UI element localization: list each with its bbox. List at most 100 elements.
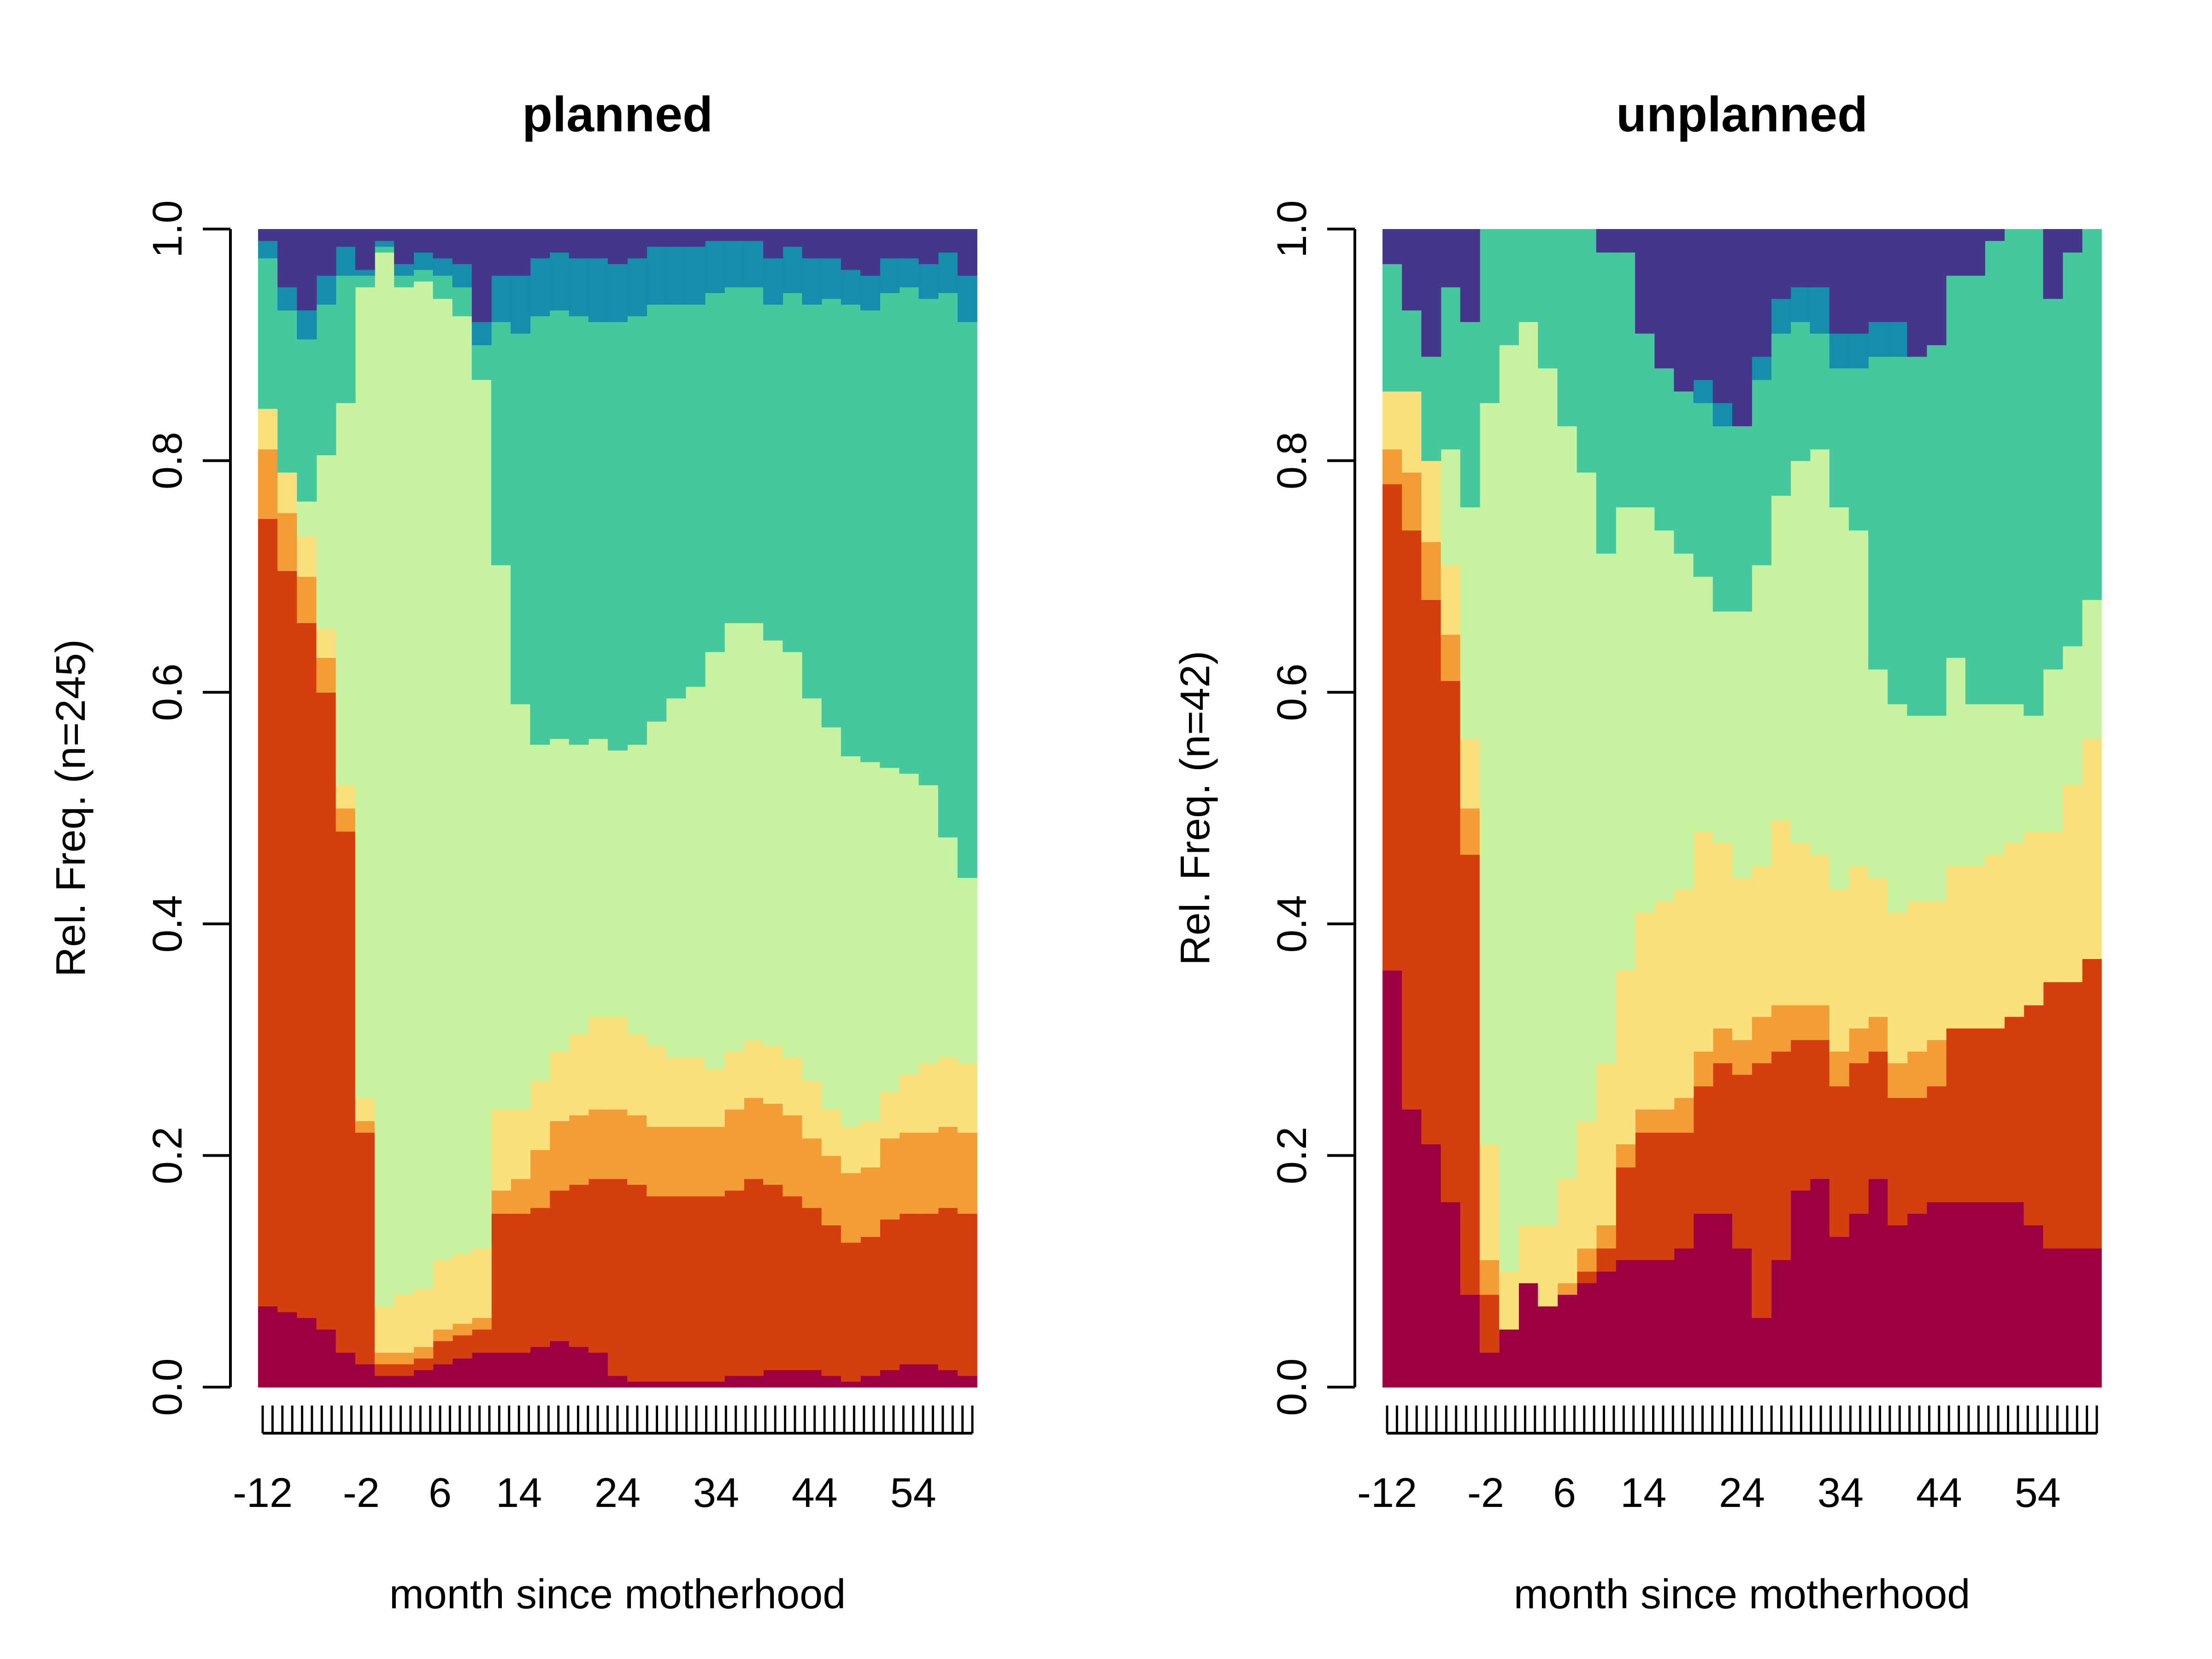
- bar-segment: [258, 1306, 278, 1388]
- bar-segment: [918, 229, 939, 235]
- bar-segment: [938, 293, 958, 838]
- bar-segment: [1946, 229, 1966, 276]
- bar-segment: [2082, 1248, 2102, 1388]
- bar-segment: [821, 1155, 841, 1225]
- bar-segment: [1732, 229, 1752, 427]
- y-tick-label: 0.0: [1269, 1358, 1315, 1416]
- bar-segment: [782, 652, 803, 1058]
- bar-segment: [1907, 900, 1927, 1052]
- bar-segment: [511, 275, 531, 334]
- bar-segment: [374, 235, 394, 241]
- bar-segment: [1946, 866, 1966, 1029]
- bar-segment: [335, 1352, 356, 1388]
- bar-segment: [1732, 1248, 1752, 1388]
- bar-segment: [1985, 1201, 2005, 1388]
- bar-segment: [1771, 819, 1791, 1006]
- series-0: [1382, 970, 2102, 1388]
- bar-segment: [588, 1352, 608, 1388]
- bar-segment: [957, 1375, 977, 1388]
- bar-segment: [647, 1196, 667, 1382]
- bar-segment: [413, 269, 434, 282]
- bar-segment: [1848, 530, 1869, 866]
- bar-segment: [433, 252, 453, 259]
- bar-segment: [627, 1184, 647, 1382]
- panel-unplanned: unplanned 0.0 0.2 0.4 0.6 0.8 1.0 Rel. Freq. (n…: [1172, 86, 2102, 1618]
- bar-segment: [744, 241, 764, 288]
- bar-segment: [1926, 345, 1947, 716]
- bar-segment: [2004, 842, 2024, 1017]
- bar-segment: [374, 1352, 394, 1365]
- bar-segment: [2062, 982, 2083, 1249]
- bar-segment: [1596, 1271, 1616, 1388]
- bar-segment: [607, 1109, 628, 1179]
- bar-segment: [607, 322, 628, 751]
- bar-segment: [316, 455, 336, 629]
- bar-segment: [860, 761, 880, 1121]
- bar-segment: [724, 1190, 744, 1376]
- bar-segment: [607, 1178, 628, 1376]
- bar-segment: [1926, 1201, 1947, 1388]
- bar-segment: [1810, 449, 1830, 855]
- bar-segment: [918, 235, 939, 265]
- bar-segment: [1810, 1005, 1830, 1040]
- bar-segment: [1985, 229, 2005, 241]
- bar-segment: [1985, 704, 2005, 855]
- bar-segment: [491, 565, 511, 1110]
- bar-segment: [782, 1057, 803, 1116]
- x-tick-label: 24: [1719, 1470, 1765, 1516]
- bar-segment: [705, 1381, 725, 1388]
- bar-segment: [452, 1254, 472, 1324]
- bar-segment: [297, 310, 317, 340]
- bar-segment: [413, 1358, 434, 1371]
- bar-segment: [1596, 1225, 1616, 1249]
- bar-segment: [685, 1126, 706, 1197]
- bar-segment: [647, 304, 667, 722]
- bar-segment: [2024, 1005, 2044, 1225]
- bar-segment: [1674, 1132, 1694, 1249]
- bar-segment: [1752, 379, 1772, 565]
- bar-segment: [394, 258, 414, 265]
- bar-segment: [1654, 1109, 1675, 1133]
- bar-segment: [297, 576, 317, 624]
- bar-segment: [1382, 449, 1402, 484]
- bar-segment: [1732, 1074, 1752, 1249]
- bar-segment: [471, 345, 492, 380]
- bar-segment: [860, 241, 880, 276]
- bar-segment: [705, 1126, 725, 1197]
- x-tick-label: -12: [1357, 1470, 1417, 1516]
- bar-segment: [1771, 1005, 1791, 1052]
- bar-segment: [1635, 333, 1655, 507]
- bar-segment: [491, 1352, 511, 1388]
- bar-segment: [1790, 322, 1811, 461]
- bar-segment: [802, 304, 822, 699]
- bar-segment: [530, 744, 550, 1081]
- bar-segment: [607, 241, 628, 265]
- bar-segment: [880, 1219, 900, 1371]
- bar-segment: [374, 1375, 394, 1388]
- bar-segment: [1868, 1016, 1888, 1052]
- bar-segment: [452, 258, 472, 265]
- series-6: [258, 241, 977, 346]
- bar-segment: [394, 287, 414, 1295]
- bar-segment: [1810, 854, 1830, 1006]
- bar-segment: [491, 1109, 511, 1191]
- bar-segment: [802, 698, 822, 1081]
- bar-segment: [1712, 1063, 1733, 1214]
- bar-segment: [1557, 229, 1577, 427]
- bar-segment: [1771, 1259, 1791, 1388]
- bar-segment: [918, 1132, 939, 1214]
- bar-segment: [1654, 530, 1675, 901]
- bar-segment: [2024, 1225, 2044, 1388]
- bar-segment: [316, 628, 336, 658]
- bar-segment: [452, 287, 472, 317]
- bar-segment: [1848, 368, 1869, 531]
- bar-segment: [1499, 345, 1519, 1272]
- bar-segment: [1402, 472, 1422, 531]
- panel-planned: planned 0.0 0.2 0.4 0.6 0.8 1.0 Rel. Freq. (n=2…: [48, 86, 977, 1618]
- bar-segment: [511, 1109, 531, 1179]
- bar-segment: [627, 229, 647, 259]
- bar-segment: [1654, 1132, 1675, 1260]
- bar-segment: [452, 264, 472, 288]
- bar-segment: [685, 686, 706, 1058]
- bar-segment: [821, 229, 841, 259]
